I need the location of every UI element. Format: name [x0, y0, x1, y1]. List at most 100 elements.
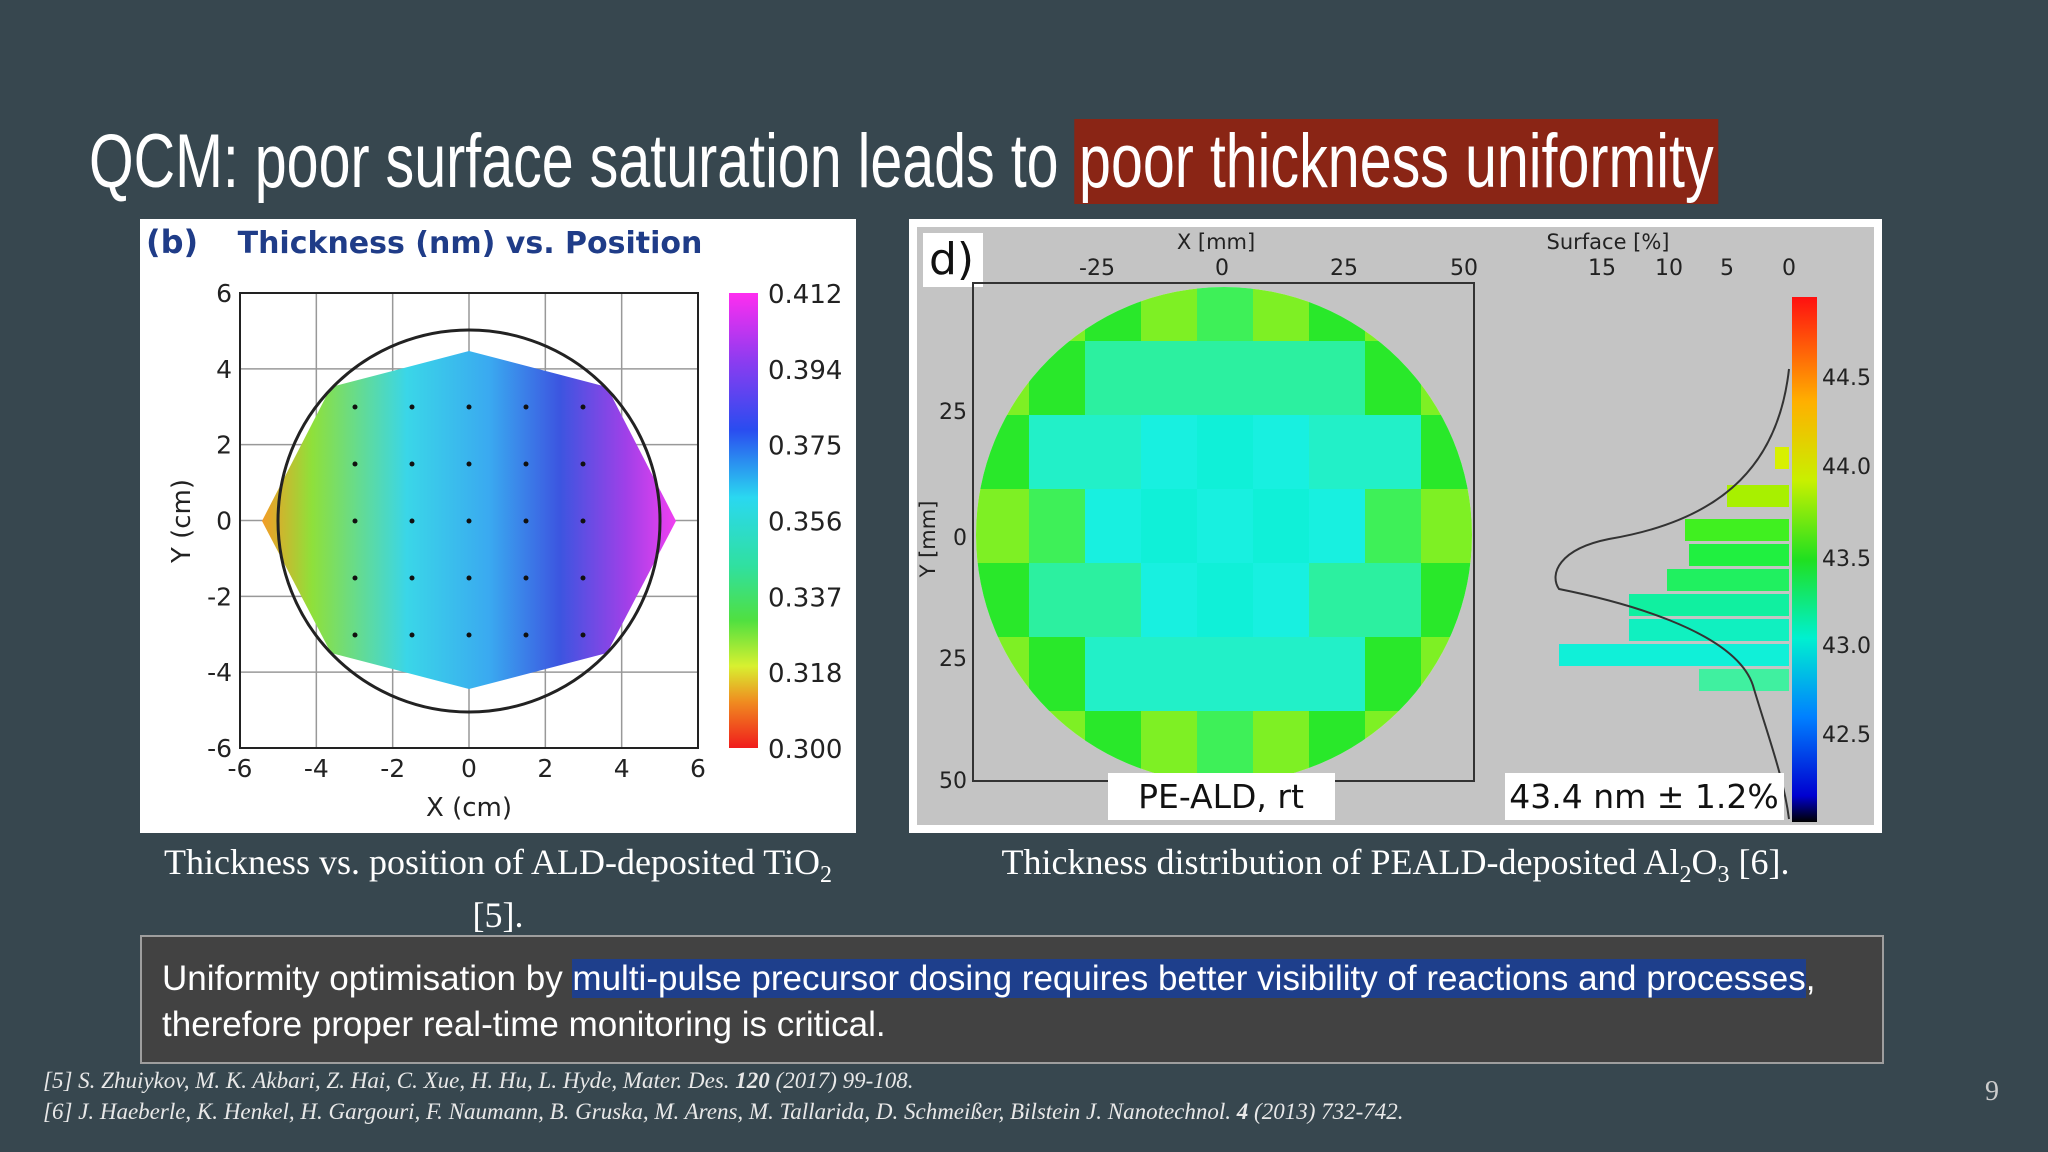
thickness-pixel [1253, 415, 1309, 489]
colorbar-label: 42.5 [1822, 723, 1871, 748]
colorbar [729, 293, 758, 748]
y-tick-label: 0 [953, 526, 967, 551]
y-tick-label: -6 [207, 734, 232, 763]
colorbar-label: 0.318 [768, 659, 842, 689]
surface-tick-label: 15 [1588, 256, 1616, 281]
thickness-pixel [1309, 415, 1365, 489]
sample-point [409, 632, 415, 638]
thickness-pixel [1309, 341, 1365, 415]
sample-point [466, 404, 472, 410]
thickness-pixel [976, 489, 1029, 563]
figure-left: (b) Thickness (nm) vs. Position X (cm) Y… [140, 219, 856, 833]
y-tick-label: 50 [939, 769, 967, 794]
histogram-bar [1629, 594, 1789, 616]
colorbar-label: 0.356 [768, 508, 842, 538]
caption-subscript: 2 [820, 862, 832, 889]
result-label-box [1505, 773, 1784, 820]
thickness-pixel [1253, 489, 1309, 563]
colorbar-label: 0.300 [768, 735, 842, 765]
x-axis-label: X (cm) [426, 793, 512, 823]
x-tick-label: 6 [690, 754, 706, 783]
sample-point [523, 575, 529, 581]
surface-label: Surface [%] [1546, 230, 1669, 254]
y-tick-label: 4 [216, 355, 232, 384]
histogram-bar [1699, 669, 1789, 691]
thickness-pixel [1197, 711, 1253, 783]
sample-point [466, 518, 472, 524]
sample-point [523, 461, 529, 467]
colorbar-label: 0.375 [768, 432, 842, 462]
sample-point [466, 632, 472, 638]
thickness-pixel [1085, 563, 1141, 637]
callout-highlight: multi-pulse precursor dosing requires be… [572, 959, 1806, 998]
thickness-pixel [1085, 637, 1141, 711]
x-tick-label: -2 [380, 754, 405, 783]
surface-tick-label: 10 [1655, 256, 1683, 281]
x-tick-label: 0 [461, 754, 477, 783]
thickness-pixel [1197, 563, 1253, 637]
thickness-pixel [1141, 415, 1197, 489]
thickness-pixel [1029, 563, 1085, 637]
process-label: PE-ALD, rt [1138, 777, 1304, 816]
caption-left: Thickness vs. position of ALD-deposited … [140, 842, 856, 935]
panel-label: (b) [146, 223, 198, 261]
sample-point [580, 518, 586, 524]
caption-mid: O [1691, 842, 1718, 882]
plot-frame [239, 292, 699, 749]
histogram-bar [1667, 569, 1789, 591]
sample-point [352, 461, 358, 467]
y-tick-label: 25 [939, 647, 967, 672]
colorbar-label: 43.0 [1822, 634, 1871, 659]
thickness-pixel [1197, 637, 1253, 711]
sample-point [523, 518, 529, 524]
y-tick-label: 2 [216, 431, 232, 460]
slide-title: QCM: poor surface saturation leads to po… [89, 112, 1719, 212]
title-highlight: poor thickness uniformity [1074, 119, 1719, 204]
sample-point [409, 461, 415, 467]
colorbar-label: 43.5 [1822, 547, 1871, 572]
caption-subscript: 3 [1717, 862, 1730, 889]
colorbar-label: 0.394 [768, 356, 842, 386]
histogram-bar [1629, 619, 1789, 641]
colorbar-label: 0.412 [768, 280, 842, 310]
sample-point [352, 518, 358, 524]
thickness-pixel [1029, 415, 1085, 489]
x-tick-label: -4 [304, 754, 329, 783]
thickness-pixel [1029, 489, 1085, 563]
reference-tail: (2013) 732-742. [1248, 1099, 1404, 1124]
surface-tick-label: 0 [1782, 256, 1796, 281]
thickness-pixel [1365, 489, 1421, 563]
title-text: QCM: poor surface saturation leads to [89, 119, 1075, 204]
sample-point [523, 632, 529, 638]
sample-point [580, 461, 586, 467]
thickness-pixel [1197, 341, 1253, 415]
histogram-bar [1685, 519, 1789, 541]
reference: [5] S. Zhuiykov, M. K. Akbari, Z. Hai, C… [43, 1068, 914, 1094]
caption-text: Thickness distribution of PEALD-deposite… [1001, 842, 1680, 882]
sample-point [409, 575, 415, 581]
thickness-pixel [1085, 341, 1141, 415]
sample-point [352, 575, 358, 581]
sample-point [523, 404, 529, 410]
y-tick-label: 25 [939, 400, 967, 425]
panel-label-box [923, 233, 983, 287]
reference-tail: (2017) 99-108. [769, 1068, 914, 1093]
thickness-pixel [1141, 637, 1197, 711]
y-tick-label: -4 [207, 658, 232, 687]
sample-point [352, 632, 358, 638]
thickness-pixel [1365, 415, 1421, 489]
histogram-bar [1559, 644, 1789, 666]
x-axis-label: X [mm] [1177, 230, 1255, 254]
reference-text: [6] J. Haeberle, K. Henkel, H. Gargouri,… [43, 1099, 1237, 1124]
histogram-bar [1775, 447, 1789, 469]
surface-tick-label: 5 [1720, 256, 1734, 281]
sample-point [409, 404, 415, 410]
y-tick-label: 6 [216, 279, 232, 308]
thickness-pixel [1085, 489, 1141, 563]
sample-point [580, 632, 586, 638]
caption-subscript: 2 [1679, 862, 1692, 889]
thickness-pixel [1141, 489, 1197, 563]
x-tick-label: -25 [1079, 256, 1115, 281]
thickness-pixel [1141, 341, 1197, 415]
